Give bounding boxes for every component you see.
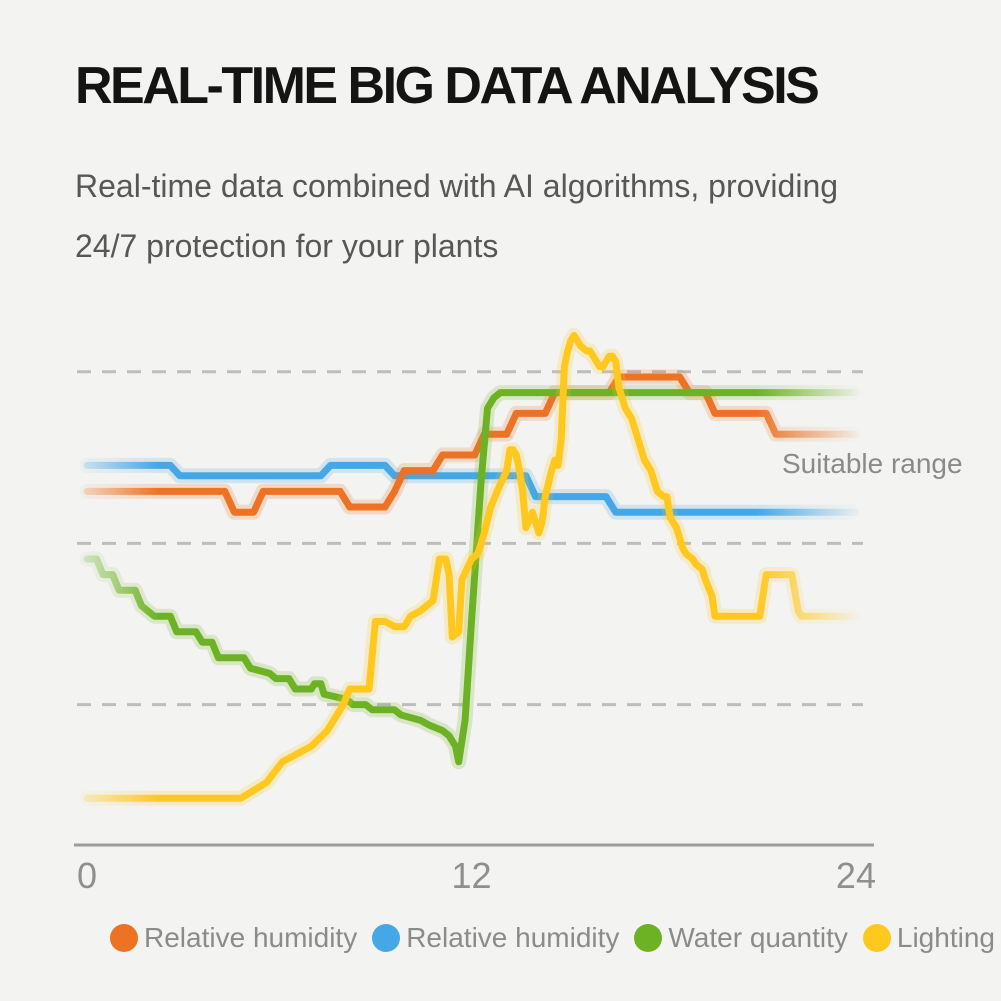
legend-item-1: Relative humidity (372, 922, 619, 954)
chart-legend: Relative humidity Relative humidity Water … (110, 922, 995, 954)
series-lines (79, 327, 864, 806)
legend-label: Lighting (896, 922, 995, 953)
subtitle-line-2: 24/7 protection for your plants (75, 228, 499, 264)
legend-label: Relative humidity (144, 922, 358, 953)
page-subtitle: Real-time data combined with AI algorith… (75, 156, 838, 276)
legend-swatch-icon (372, 924, 401, 952)
legend-item-2: Water quantity (634, 922, 848, 954)
legend-swatch-icon (634, 924, 663, 952)
legend-label: Water quantity (668, 922, 848, 953)
suitable-range-label: Suitable range (782, 448, 963, 479)
legend-item-3: Lighting (862, 922, 995, 954)
page-title: REAL-TIME BIG DATA ANALYSIS (75, 57, 820, 115)
legend-item-0: Relative humidity (110, 922, 357, 954)
series-line-lighting-3 (83, 331, 860, 802)
series-line-water-quantity-2 (83, 389, 860, 766)
x-tick-label-12: 12 (451, 855, 491, 896)
legend-swatch-icon (110, 924, 138, 952)
series-line-relative-humidity-1 (83, 461, 860, 516)
legend-label: Relative humidity (406, 922, 620, 953)
subtitle-line-1: Real-time data combined with AI algorith… (75, 168, 839, 204)
x-tick-label-24: 24 (836, 855, 876, 896)
legend-swatch-icon (862, 924, 891, 952)
x-tick-label-0: 0 (77, 855, 97, 896)
